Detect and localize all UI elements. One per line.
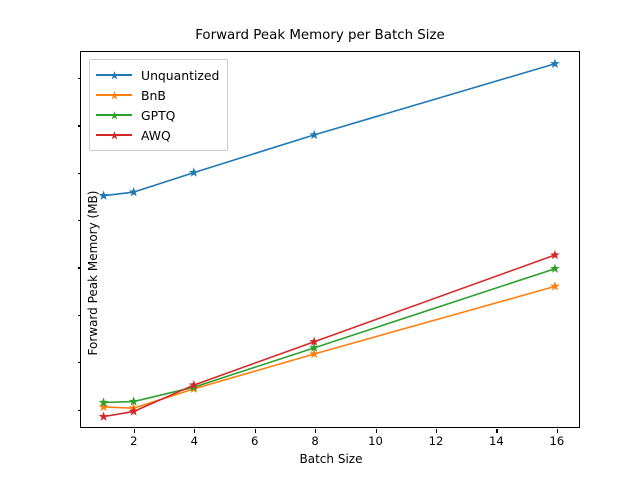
legend-line-marker-icon <box>96 68 132 82</box>
data-point-marker <box>550 58 560 68</box>
chart-legend: Unquantized BnB GPTQ <box>89 59 229 151</box>
data-point-marker <box>128 406 139 416</box>
x-tick-label: 12 <box>428 434 444 448</box>
x-tick-label: 14 <box>489 434 504 448</box>
y-tick-mark <box>77 362 81 364</box>
data-point-marker <box>188 167 199 177</box>
y-tick-mark <box>77 409 81 411</box>
plot-area: Unquantized BnB GPTQ <box>77 51 580 466</box>
x-tick-label: 2 <box>130 434 138 448</box>
data-point-marker <box>550 281 560 291</box>
chart-title: Forward Peak Memory per Batch Size <box>195 28 445 43</box>
legend-item-awq: AWQ <box>96 125 219 145</box>
data-point-marker <box>98 397 109 407</box>
x-tick-label: 6 <box>251 434 259 448</box>
x-tick-label: 4 <box>190 434 198 448</box>
x-tick-mark <box>254 429 256 433</box>
y-tick-mark <box>77 172 81 174</box>
y-tick-mark <box>77 314 81 316</box>
x-tick-mark <box>133 429 135 433</box>
x-tick-mark <box>194 429 196 433</box>
y-tick-mark <box>77 78 81 80</box>
data-point-marker <box>550 249 560 260</box>
legend-item-bnb: BnB <box>96 85 219 105</box>
x-tick-mark <box>556 429 558 433</box>
x-tick-mark <box>435 429 438 433</box>
legend-label: AWQ <box>141 127 171 143</box>
data-point-marker <box>550 263 560 273</box>
data-point-marker <box>98 190 109 200</box>
x-tick-mark <box>375 429 377 433</box>
legend-item-unquantized: Unquantized <box>96 65 219 85</box>
series-unquantized <box>98 58 560 200</box>
plot-svg <box>98 58 560 421</box>
legend-line-marker-icon <box>96 88 132 102</box>
y-tick-mark <box>77 220 81 222</box>
data-point-marker <box>98 401 109 412</box>
data-point-marker <box>309 129 320 140</box>
data-point-marker <box>309 342 320 353</box>
x-tick-label: 8 <box>311 434 319 448</box>
data-point-marker <box>128 186 139 197</box>
legend-line-marker-icon <box>96 128 132 142</box>
series-gptq <box>98 263 560 407</box>
y-axis-label: Forward Peak Memory (MB) <box>86 190 100 356</box>
data-point-marker <box>309 348 320 359</box>
x-tick-mark <box>315 429 317 433</box>
legend-label: BnB <box>141 87 166 103</box>
legend-line-marker-icon <box>96 108 132 122</box>
legend-item-gptq: GPTQ <box>96 105 219 125</box>
data-point-marker <box>188 379 199 390</box>
series-line <box>103 285 556 409</box>
data-point-marker <box>128 396 139 406</box>
x-tick-label: 16 <box>549 434 565 448</box>
x-tick-mark <box>496 429 498 433</box>
y-tick-mark <box>77 267 81 269</box>
x-axis-label: Batch Size <box>299 452 363 466</box>
x-tick-label: 10 <box>368 434 383 448</box>
data-point-marker <box>309 336 320 346</box>
series-awq <box>98 249 560 421</box>
legend-label: Unquantized <box>141 67 220 83</box>
legend-label: GPTQ <box>141 107 176 123</box>
y-tick-mark <box>77 125 81 127</box>
data-point-marker <box>98 411 109 421</box>
